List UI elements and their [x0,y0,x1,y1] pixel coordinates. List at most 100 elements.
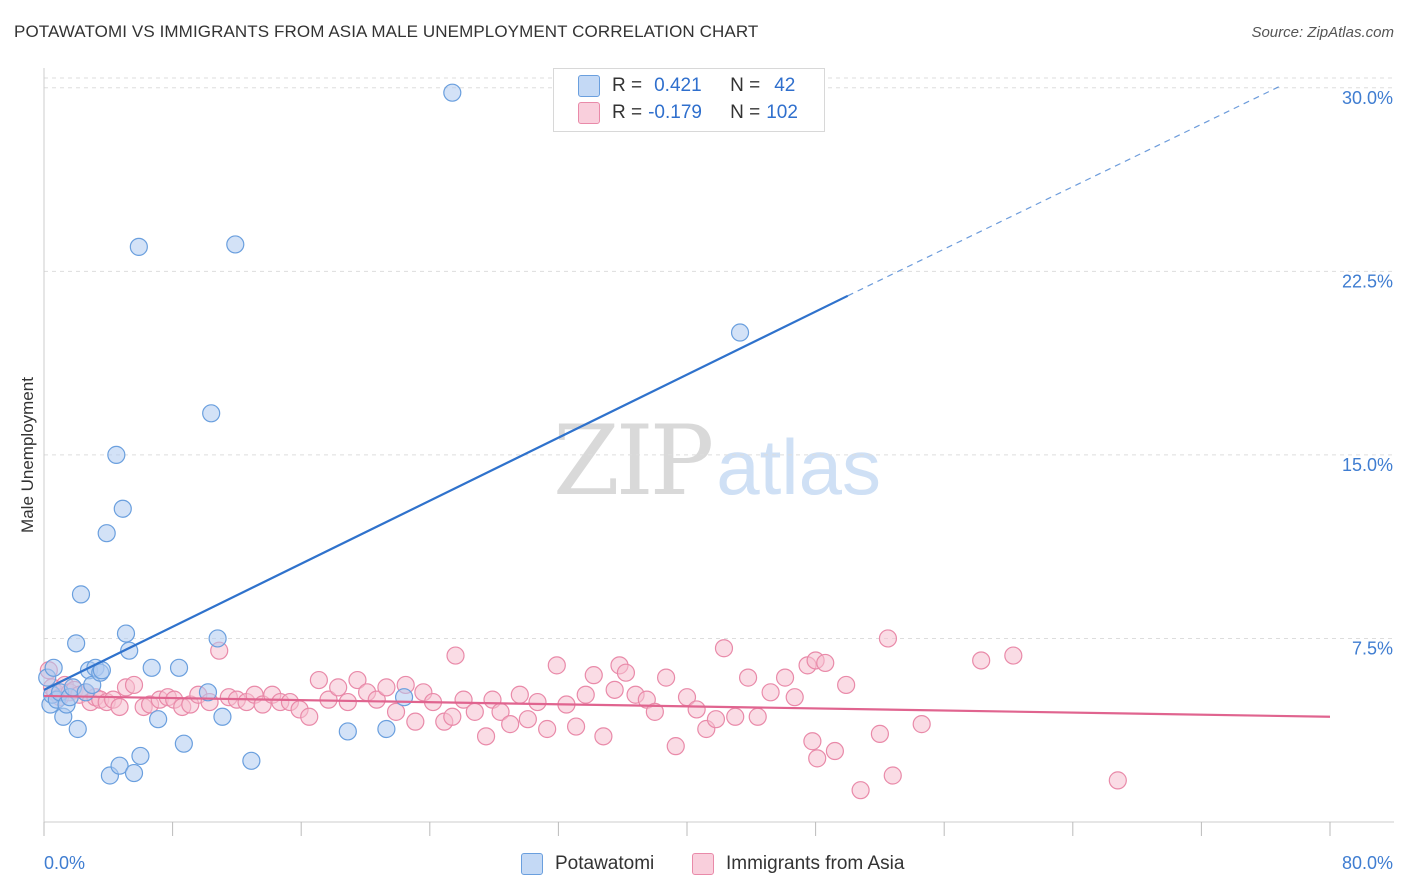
correlation-legend: R = 0.421 N = 42 R = -0.179 N = 102 [553,68,825,132]
immigrants-from-asia-points [39,629,1127,800]
immigrants-from-asia-point [528,692,547,712]
potawatomi-point [67,634,86,653]
immigrants-from-asia-point [338,692,357,712]
potawatomi-point [113,499,132,518]
immigrants-from-asia-point [972,651,991,670]
immigrants-from-asia-point [576,685,595,704]
immigrants-from-asia-point [367,690,386,709]
immigrants-from-asia-point [808,749,827,768]
immigrants-from-asia-point [446,646,465,665]
potawatomi-point [198,683,218,702]
immigrants-from-asia-point [706,710,726,729]
immigrants-from-asia-point [870,724,890,743]
legend-r-label: R = [612,75,643,96]
immigrants-trend-line [43,694,1331,718]
bottom-legend-label: Potawatomi [555,853,655,874]
bottom-legend-immigrants: Immigrants from Asia [692,851,904,877]
bottom-legend-swatch-blue [521,853,543,875]
x-tick-label-max: 80.0% [1342,853,1393,873]
potawatomi-point [202,404,221,423]
immigrants-from-asia-point [785,688,804,707]
legend-r-label: R = [612,102,643,123]
trend-lines [43,84,1331,718]
immigrants-from-asia-point [851,781,870,800]
legend-row-immigrants: R = -0.179 N = 102 [578,101,798,125]
legend-n-label: N = [730,102,761,123]
legend-n-value: 102 [766,102,798,123]
potawatomi-point [242,751,261,770]
potawatomi-point [394,688,414,707]
legend-swatch-blue [578,75,600,97]
y-tick-label: 30.0% [1342,88,1393,108]
immigrants-from-asia-point [816,653,835,673]
potawatomi-point [169,658,189,677]
bottom-legend-swatch-pink [692,853,714,875]
immigrants-from-asia-point [594,727,613,746]
legend-n-value: 42 [774,75,796,96]
y-tick-label: 7.5% [1352,638,1393,658]
potawatomi-point [107,445,126,464]
immigrants-from-asia-point [584,666,603,685]
potawatomi-point [71,585,91,604]
immigrants-from-asia-point [616,663,636,682]
legend-r-value: 0.421 [654,75,702,96]
immigrants-from-asia-point [377,678,396,697]
immigrants-from-asia-point [538,719,557,739]
tick-labels: 7.5% 15.0% 22.5% 30.0% 0.0% 80.0% [44,88,1393,873]
immigrants-from-asia-point [566,717,586,736]
potawatomi-point [44,658,63,677]
immigrants-from-asia-point [687,700,706,719]
immigrants-from-asia-point [386,702,406,721]
potawatomi-point [443,83,462,102]
immigrants-from-asia-point [605,680,624,699]
immigrants-from-asia-point [501,715,520,734]
potawatomi-point [116,624,136,643]
immigrants-from-asia-point [300,707,319,726]
legend-row-potawatomi: R = 0.421 N = 42 [578,74,795,98]
potawatomi-point [208,629,227,648]
potawatomi-point [174,734,193,753]
immigrants-from-asia-point [883,766,902,785]
potawatomi-point [730,323,750,342]
potawatomi-point [131,746,150,766]
immigrants-from-asia-point [443,707,462,726]
immigrants-from-asia-point [775,668,795,687]
immigrants-from-asia-point [329,678,348,697]
immigrants-from-asia-point [110,697,129,717]
y-tick-label: 15.0% [1342,455,1393,475]
potawatomi-point [226,235,245,254]
legend-r-value: -0.179 [648,102,702,123]
immigrants-from-asia-point [738,668,758,687]
immigrants-from-asia-point [518,710,537,729]
immigrants-from-asia-point [547,656,566,675]
immigrants-from-asia-point [912,715,931,734]
immigrants-from-asia-point [645,702,664,721]
immigrants-from-asia-point [726,707,745,726]
legend-n-label: N = [730,75,761,96]
immigrants-from-asia-point [476,727,496,746]
immigrants-from-asia-point [748,707,767,726]
potawatomi-point [68,719,87,739]
potawatomi-point [97,524,116,543]
potawatomi-point [110,756,129,775]
immigrants-from-asia-point [714,639,734,658]
immigrants-from-asia-point [124,675,144,695]
immigrants-from-asia-point [309,670,328,690]
potawatomi-point [338,722,357,741]
potawatomi-trend-line [43,294,849,691]
potawatomi-point [149,710,168,729]
immigrants-from-asia-point [761,683,780,702]
potawatomi-point [129,237,148,256]
immigrants-from-asia-point [825,741,844,761]
immigrants-from-asia-point [657,668,676,687]
immigrants-from-asia-point [837,675,856,695]
potawatomi-point [142,658,161,677]
immigrants-from-asia-point [406,712,425,731]
immigrants-from-asia-point [666,737,685,756]
potawatomi-point [124,763,144,783]
potawatomi-trend-extension [847,84,1283,297]
y-tick-label: 22.5% [1342,271,1393,291]
immigrants-from-asia-point [348,670,367,690]
potawatomi-points [38,83,750,785]
